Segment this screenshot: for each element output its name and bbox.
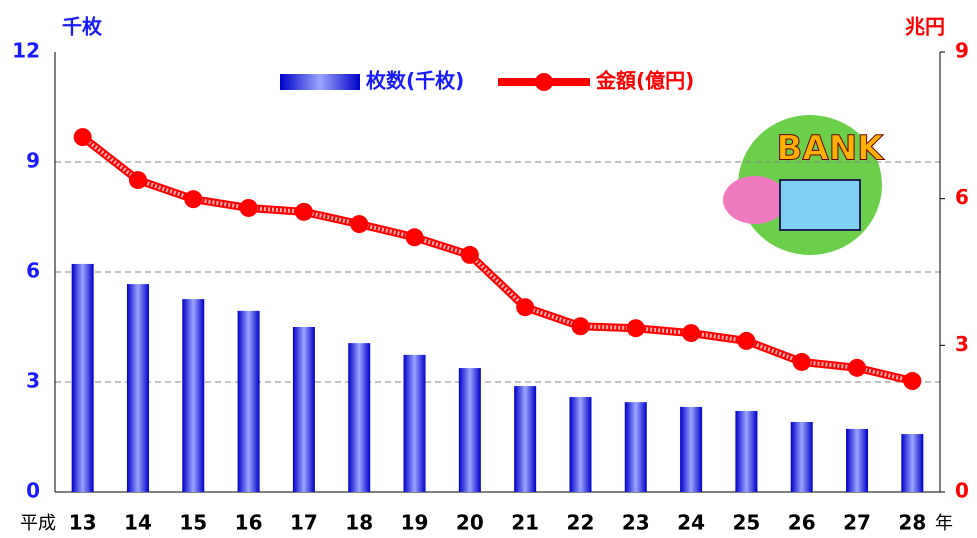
bar bbox=[680, 406, 703, 492]
bar bbox=[458, 368, 481, 492]
y-unit: 千枚 bbox=[62, 15, 103, 39]
line bbox=[81, 135, 913, 383]
y2-tick-label: 0 bbox=[955, 479, 969, 503]
x-tick-label: 13 bbox=[69, 511, 97, 535]
y-tick-label: 12 bbox=[12, 39, 40, 63]
x-tick-label: 18 bbox=[345, 511, 373, 535]
line-point bbox=[682, 324, 701, 343]
x-tick-label: 21 bbox=[511, 511, 539, 535]
x-tick-label: 25 bbox=[732, 511, 760, 535]
x-tick-label: 14 bbox=[124, 511, 152, 535]
bar bbox=[182, 299, 205, 492]
bar bbox=[624, 402, 647, 492]
bar bbox=[126, 284, 149, 492]
x-tick-label: 16 bbox=[235, 511, 263, 535]
x-tick-label: 17 bbox=[290, 511, 318, 535]
line-point bbox=[571, 317, 590, 336]
y-tick-label: 6 bbox=[26, 259, 40, 283]
y2-tick-label: 3 bbox=[955, 332, 969, 356]
legend-label: 枚数(千枚) bbox=[366, 69, 464, 93]
line-point bbox=[294, 202, 313, 221]
bar bbox=[348, 343, 371, 492]
y2-tick-label: 9 bbox=[955, 39, 969, 63]
x-tick-label: 15 bbox=[179, 511, 207, 535]
bar bbox=[514, 386, 537, 492]
y-tick-label: 9 bbox=[26, 149, 40, 173]
x-tick-label: 20 bbox=[456, 511, 484, 535]
line-point bbox=[128, 171, 147, 190]
line-point bbox=[792, 352, 811, 371]
x-tick-label: 22 bbox=[567, 511, 595, 535]
bar bbox=[735, 410, 758, 492]
line-point bbox=[239, 198, 258, 217]
x-tick-label: 26 bbox=[788, 511, 816, 535]
bar bbox=[790, 421, 813, 492]
bar bbox=[403, 354, 426, 492]
x-tick-label: 19 bbox=[401, 511, 429, 535]
x-tick-label: 23 bbox=[622, 511, 650, 535]
x-tick-label: 28 bbox=[898, 511, 926, 535]
bank-icon: BANK bbox=[723, 115, 886, 255]
line-point bbox=[73, 128, 92, 147]
line-point bbox=[405, 228, 424, 247]
y-tick-label: 3 bbox=[26, 369, 40, 393]
bar bbox=[292, 327, 315, 492]
line-point bbox=[848, 358, 867, 377]
line-point bbox=[516, 298, 535, 317]
x-tick-label: 24 bbox=[677, 511, 705, 535]
bar bbox=[846, 428, 869, 492]
line-point bbox=[903, 372, 922, 391]
x-suffix: 年 bbox=[935, 513, 953, 534]
line-point bbox=[350, 215, 369, 234]
line-point bbox=[460, 245, 479, 264]
y-tick-label: 0 bbox=[26, 479, 40, 503]
line-point bbox=[626, 319, 645, 338]
line-point bbox=[184, 190, 203, 209]
legend-swatch bbox=[280, 74, 360, 90]
x-tick-label: 27 bbox=[843, 511, 871, 535]
line-point bbox=[737, 331, 756, 350]
y2-unit: 兆円 bbox=[905, 15, 945, 39]
legend-marker bbox=[535, 73, 553, 91]
bar bbox=[901, 434, 924, 492]
y2-tick-label: 6 bbox=[955, 185, 969, 209]
bar bbox=[237, 310, 260, 492]
bar bbox=[569, 397, 592, 492]
x-prefix: 平成 bbox=[20, 513, 56, 534]
bar bbox=[71, 263, 94, 492]
legend-label: 金額(億円) bbox=[595, 69, 694, 93]
